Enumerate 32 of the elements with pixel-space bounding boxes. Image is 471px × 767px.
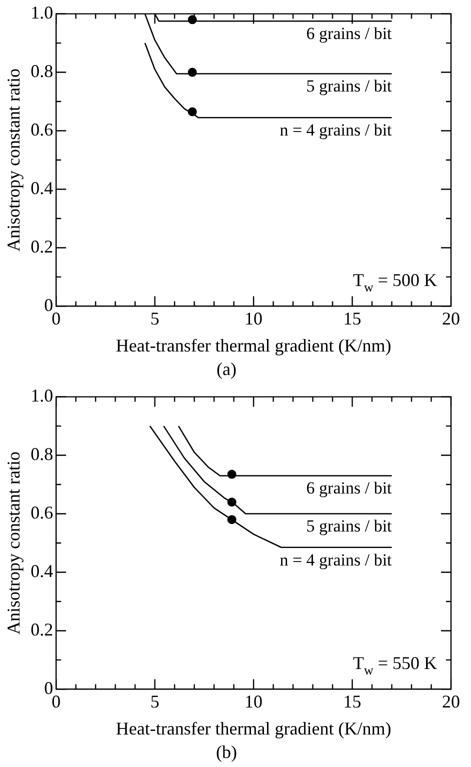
y-tick-label: 0.2 (30, 236, 54, 256)
x-tick-label: 20 (442, 308, 460, 329)
y-tick-label: 0.6 (30, 119, 54, 140)
y-tick-label: 0 (44, 678, 54, 698)
x-tick-label: 15 (343, 308, 362, 329)
y-axis-title: Anisotropy constant ratio (4, 68, 24, 252)
series-label: n = 4 grains / bit (280, 120, 392, 140)
y-tick-label: 0 (44, 294, 54, 315)
y-axis-title: Anisotropy constant ratio (4, 452, 24, 634)
x-axis-title: Heat-transfer thermal gradient (K/nm) (116, 718, 392, 738)
y-tick-label: 0.4 (30, 560, 54, 581)
text: (a) (216, 358, 236, 379)
series-label: n = 4 grains / bit (280, 550, 392, 570)
x-tick-label: 10 (244, 692, 263, 712)
text: (b) (216, 742, 237, 762)
y-tick-label: 0.8 (30, 61, 54, 82)
series-label: 6 grains / bit (306, 478, 392, 498)
series-label: 5 grains / bit (306, 516, 392, 536)
series-label: 5 grains / bit (306, 76, 392, 96)
y-tick-label: 0.4 (30, 178, 54, 198)
x-tick-label: 20 (442, 692, 460, 712)
y-tick-label: 0.6 (30, 502, 54, 522)
x-tick-label: 10 (244, 308, 263, 329)
y-tick-label: 1.0 (30, 386, 54, 406)
x-tick-label: 15 (343, 692, 362, 712)
x-tick-label: 5 (150, 692, 160, 712)
y-tick-label: 0.2 (30, 619, 54, 640)
legend-label: 6 grains / bit (306, 24, 392, 44)
x-axis-title: Heat-transfer thermal gradient (K/nm) (116, 335, 392, 356)
x-tick-label: 5 (150, 308, 160, 329)
y-tick-label: 0.8 (30, 444, 54, 464)
y-tick-label: 1.0 (30, 2, 54, 23)
